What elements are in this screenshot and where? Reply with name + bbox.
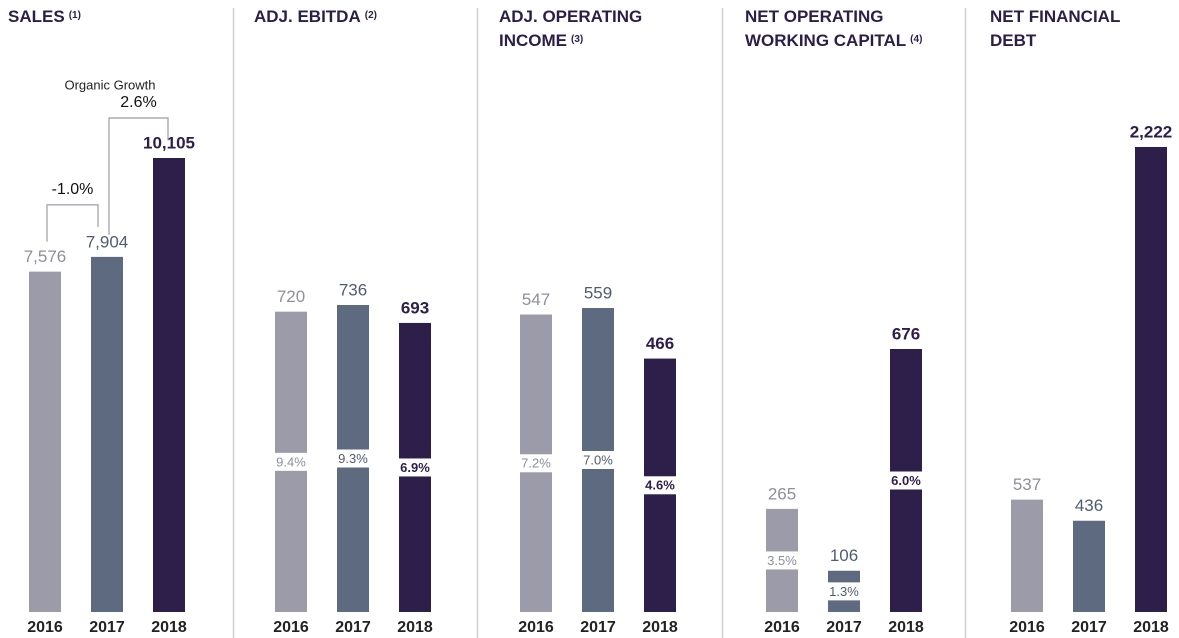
x-tick-label: 2016	[1009, 619, 1045, 636]
x-tick-label: 2017	[826, 619, 862, 636]
panel-title: SALES (1)	[8, 7, 81, 26]
margin-gap	[643, 476, 677, 495]
title-line: INCOME	[499, 31, 567, 50]
x-tick-label: 2018	[642, 619, 678, 636]
panel-title: INCOME (3)	[499, 31, 583, 50]
x-tick-label: 2017	[335, 619, 371, 636]
value-label: 537	[1013, 475, 1041, 494]
footnote: (3)	[571, 34, 583, 45]
panel-title: NET FINANCIAL	[990, 7, 1120, 26]
x-tick-label: 2016	[764, 619, 800, 636]
bar	[1073, 520, 1105, 612]
value-label: 676	[892, 324, 920, 343]
value-label: 466	[646, 334, 674, 353]
margin-gap	[274, 452, 308, 471]
panel-title: ADJ. EBITDA (2)	[254, 7, 377, 26]
footnote: (1)	[69, 10, 81, 21]
x-tick-label: 2018	[397, 619, 433, 636]
value-label: 7,576	[24, 247, 67, 266]
margin-label: 7.2%	[521, 456, 551, 471]
growth-bracket	[108, 117, 169, 235]
x-tick-label: 2016	[518, 619, 554, 636]
margin-label: 3.5%	[767, 553, 797, 568]
bar	[91, 256, 123, 612]
value-label: 2,222	[1130, 122, 1173, 141]
margin-gap	[581, 451, 615, 469]
growth-label: 2.6%	[120, 94, 156, 111]
footnote: (2)	[365, 10, 377, 21]
margin-gap	[765, 551, 799, 570]
margin-label: 1.3%	[829, 584, 859, 599]
growth-label: -1.0%	[52, 181, 94, 198]
title-line: NET FINANCIAL	[990, 7, 1120, 26]
title-line: NET OPERATING	[745, 7, 884, 26]
value-label: 736	[339, 280, 367, 299]
value-label: 547	[522, 290, 550, 309]
title-line: WORKING CAPITAL	[745, 31, 906, 50]
margin-gap	[336, 449, 370, 468]
x-tick-label: 2016	[273, 619, 309, 636]
title-line: ADJ. OPERATING	[499, 7, 642, 26]
margin-gap	[398, 458, 432, 477]
footnote: (4)	[910, 34, 922, 45]
x-tick-label: 2018	[151, 619, 187, 636]
bar	[1135, 147, 1167, 612]
margin-gap	[519, 454, 553, 473]
value-label: 720	[277, 287, 305, 306]
margin-label: 6.9%	[400, 460, 430, 475]
value-label: 693	[401, 298, 429, 317]
value-label: 10,105	[143, 133, 195, 152]
margin-label: 4.6%	[645, 478, 675, 493]
bar	[153, 158, 185, 612]
panel-title: WORKING CAPITAL (4)	[745, 31, 922, 50]
margin-gap	[827, 582, 861, 601]
panel-title: DEBT	[990, 31, 1037, 50]
value-label: 7,904	[86, 232, 129, 251]
x-tick-label: 2016	[27, 619, 63, 636]
x-tick-label: 2017	[580, 619, 616, 636]
growth-bracket	[46, 204, 99, 242]
title-line: SALES	[8, 7, 65, 26]
annotation-title: Organic Growth	[64, 77, 155, 92]
margin-label: 9.4%	[276, 454, 306, 469]
value-label: 106	[830, 546, 858, 565]
title-line: ADJ. EBITDA	[254, 7, 361, 26]
panel-title: ADJ. OPERATING	[499, 7, 642, 26]
margin-label: 7.0%	[583, 452, 613, 467]
title-line: DEBT	[990, 31, 1037, 50]
panel-title: NET OPERATING	[745, 7, 884, 26]
value-label: 559	[584, 283, 612, 302]
x-tick-label: 2018	[888, 619, 924, 636]
bar	[1011, 499, 1043, 612]
x-tick-label: 2017	[1071, 619, 1107, 636]
bar	[29, 271, 61, 612]
value-label: 265	[768, 484, 796, 503]
x-tick-label: 2018	[1133, 619, 1169, 636]
margin-label: 9.3%	[338, 451, 368, 466]
value-label: 436	[1075, 496, 1103, 515]
margin-label: 6.0%	[891, 473, 921, 488]
x-tick-label: 2017	[89, 619, 125, 636]
margin-gap	[889, 471, 923, 490]
